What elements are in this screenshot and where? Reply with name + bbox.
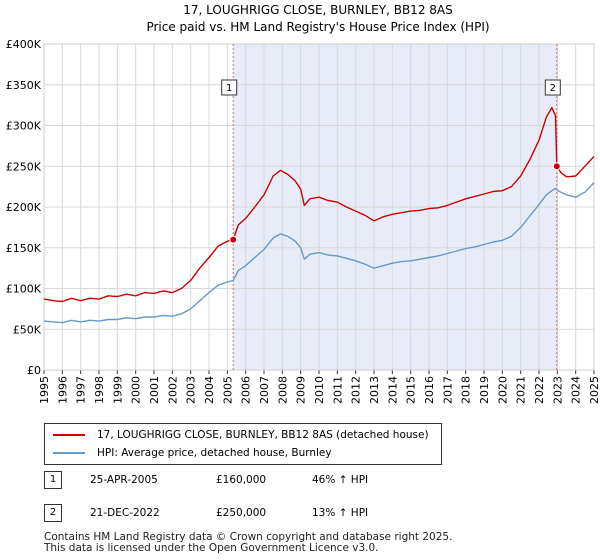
sale-hpi-change: 46% ↑ HPI [312, 474, 369, 486]
sale-price: £160,000 [216, 474, 267, 486]
sale-marker-label: 1 [226, 83, 232, 94]
y-tick-label: £50K [13, 323, 42, 336]
x-tick-label: 2005 [221, 376, 234, 404]
sale-hpi-change: 13% ↑ HPI [312, 507, 369, 519]
series-line-hpi [43, 182, 595, 324]
chart-title: 17, LOUGHRIGG CLOSE, BURNLEY, BB12 8AS [183, 3, 452, 17]
x-tick-label: 2012 [350, 376, 363, 404]
y-tick-label: £250K [6, 160, 42, 173]
sale-number-badge: 1 [44, 471, 62, 489]
legend-label-property: 17, LOUGHRIGG CLOSE, BURNLEY, BB12 8AS (… [97, 429, 429, 441]
y-tick-label: £0 [27, 364, 41, 377]
x-tick-label: 1997 [75, 376, 88, 404]
sale-price: £250,000 [216, 507, 267, 519]
plot-frame [43, 43, 595, 371]
y-tick-label: £350K [6, 79, 42, 92]
sale-point [552, 162, 561, 171]
x-tick-label: 2004 [203, 376, 216, 404]
x-tick-label: 2022 [533, 376, 546, 404]
legend-item-property: 17, LOUGHRIGG CLOSE, BURNLEY, BB12 8AS (… [53, 429, 429, 441]
x-tick-label: 2016 [423, 376, 436, 404]
legend-swatch-hpi [53, 452, 85, 454]
x-tick-label: 2025 [588, 376, 600, 404]
x-tick-label: 2018 [460, 376, 473, 404]
x-tick-label: 1999 [111, 376, 124, 404]
x-tick-label: 2017 [441, 376, 454, 404]
series-line-property [43, 106, 595, 303]
y-tick-label: £150K [6, 242, 42, 255]
sale-point [229, 235, 238, 244]
y-tick-label: £300K [6, 120, 42, 133]
sale-row: 1 25-APR-2005 £160,000 46% ↑ HPI [44, 470, 584, 490]
x-tick-label: 1995 [38, 376, 51, 404]
x-tick-label: 2001 [148, 376, 161, 404]
legend-label-hpi: HPI: Average price, detached house, Burn… [97, 447, 332, 459]
sale-number-badge: 2 [44, 504, 62, 522]
x-tick-label: 2008 [276, 376, 289, 404]
legend: 17, LOUGHRIGG CLOSE, BURNLEY, BB12 8AS (… [44, 423, 442, 465]
chart-subtitle: Price paid vs. HM Land Registry's House … [146, 20, 489, 34]
sale-marker-label: 2 [550, 83, 556, 94]
x-tick-label: 2007 [258, 376, 271, 404]
sale-date: 25-APR-2005 [90, 474, 158, 486]
x-tick-label: 2006 [240, 376, 253, 404]
sale-marker-box [221, 79, 238, 96]
x-tick-label: 2024 [570, 376, 583, 404]
x-tick-label: 2013 [368, 376, 381, 404]
y-tick-label: £100K [6, 283, 42, 296]
x-tick-label: 2014 [386, 376, 399, 404]
x-tick-label: 2019 [478, 376, 491, 404]
price-chart: 17, LOUGHRIGG CLOSE, BURNLEY, BB12 8AS P… [6, 3, 600, 404]
sale-date: 21-DEC-2022 [90, 507, 160, 519]
y-tick-label: £200K [6, 201, 42, 214]
sale-row: 2 21-DEC-2022 £250,000 13% ↑ HPI [44, 503, 584, 523]
x-tick-label: 2015 [405, 376, 418, 404]
x-tick-label: 2000 [130, 376, 143, 404]
x-tick-label: 1998 [93, 376, 106, 404]
x-tick-label: 2002 [166, 376, 179, 404]
footer-line-2: This data is licensed under the Open Gov… [44, 542, 379, 554]
x-tick-label: 2011 [331, 376, 344, 404]
y-tick-label: £400K [6, 38, 42, 51]
x-tick-label: 2003 [185, 376, 198, 404]
sale-marker-box [544, 79, 561, 96]
legend-item-hpi: HPI: Average price, detached house, Burn… [53, 447, 332, 459]
legend-swatch-property [53, 434, 85, 436]
x-tick-label: 2020 [496, 376, 509, 404]
x-tick-label: 2021 [515, 376, 528, 404]
x-tick-label: 2010 [313, 376, 326, 404]
x-tick-label: 2009 [295, 376, 308, 404]
x-tick-label: 1996 [56, 376, 69, 404]
footer-attribution: Contains HM Land Registry data © Crown c… [44, 532, 452, 554]
footer-line-1: Contains HM Land Registry data © Crown c… [44, 531, 453, 543]
x-tick-label: 2023 [551, 376, 564, 404]
